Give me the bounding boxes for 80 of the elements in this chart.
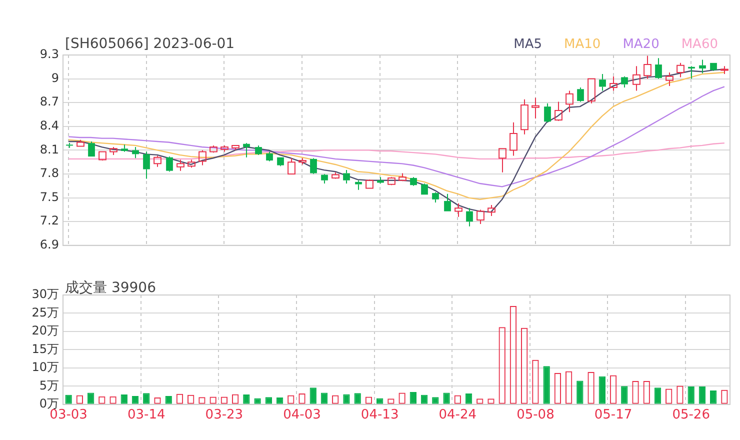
bar	[543, 366, 550, 404]
bar	[576, 380, 584, 404]
y-tick-label: 8.1	[40, 142, 59, 156]
candlestick	[321, 174, 328, 184]
bar	[654, 388, 662, 404]
y-tick-label: 6.9	[40, 238, 59, 252]
candlestick	[88, 140, 95, 157]
candlestick	[444, 193, 451, 212]
candlestick	[699, 59, 706, 74]
bar	[688, 386, 694, 404]
candlestick	[410, 176, 417, 186]
candlestick	[166, 156, 173, 172]
candlestick	[610, 76, 618, 92]
candlestick	[577, 87, 584, 102]
bar	[87, 392, 94, 404]
y-tick-label: 8.4	[40, 118, 59, 133]
candlestick	[655, 58, 662, 80]
text: MA5	[514, 37, 542, 52]
x-tick-label: 05-08	[516, 408, 554, 423]
x-tick-label: 04-03	[283, 408, 321, 423]
candlestick	[343, 170, 350, 184]
candlestick	[554, 101, 562, 122]
y-tick-label: 5万	[39, 378, 59, 392]
bar	[410, 392, 417, 404]
candlestick	[688, 66, 695, 80]
y-tick-label: 7.8	[40, 166, 59, 180]
x-tick-label: 04-13	[360, 408, 399, 423]
x-tick-label: 05-26	[672, 408, 710, 423]
candlestick	[66, 142, 73, 148]
y-tick-label: 9	[51, 70, 59, 85]
candlestick	[566, 90, 574, 113]
y-tick-label: 15万	[32, 342, 59, 356]
y-tick-label: 8.7	[40, 94, 59, 109]
text: MA20	[622, 37, 660, 52]
bar	[598, 376, 606, 404]
candlestick	[520, 98, 528, 135]
candlestick	[632, 66, 640, 92]
text: MA10	[564, 37, 601, 52]
y-tick-label: 7.5	[40, 190, 59, 204]
x-tick-label: 04-24	[438, 408, 477, 423]
candlestick	[310, 158, 317, 174]
y-tick-label: 9.3	[40, 47, 59, 62]
x-tick-label: 03-23	[205, 408, 244, 423]
candlestick	[198, 150, 206, 166]
candlestick	[243, 142, 250, 158]
x-tick-label: 05-17	[594, 408, 632, 423]
bar	[310, 388, 316, 404]
candlestick	[454, 202, 462, 218]
candlestick	[544, 102, 551, 123]
candlestick	[666, 72, 674, 86]
candlestick	[710, 62, 717, 72]
candlestick	[532, 97, 540, 119]
y-tick-label: 20万	[32, 324, 59, 338]
y-tick-label: 25万	[32, 305, 59, 320]
candlestick	[355, 180, 362, 190]
chart-title: 成交量 39906	[65, 279, 156, 297]
candlestick	[121, 144, 128, 152]
candlestick	[132, 146, 139, 159]
candlestick	[466, 208, 473, 227]
bar	[443, 392, 450, 404]
chart-title: [SH605066] 2023-06-01	[65, 36, 235, 52]
candlestick	[421, 183, 428, 195]
bar	[320, 392, 328, 404]
candlestick	[255, 144, 262, 156]
candlestick	[510, 122, 518, 156]
x-tick-label: 03-14	[127, 408, 166, 423]
bar	[710, 390, 717, 404]
y-tick-label: 30万	[32, 287, 59, 302]
candlestick	[432, 192, 439, 204]
candlestick	[498, 148, 506, 173]
bar	[621, 386, 628, 404]
candlestick	[143, 151, 150, 180]
y-tick-label: 10万	[32, 360, 59, 374]
y-tick-label: 7.2	[40, 214, 59, 228]
candlestick	[476, 209, 484, 224]
candlestick	[599, 74, 606, 92]
text: MA60	[681, 37, 718, 52]
bar	[698, 386, 706, 404]
candlestick	[266, 151, 273, 162]
candlestick	[644, 55, 652, 80]
